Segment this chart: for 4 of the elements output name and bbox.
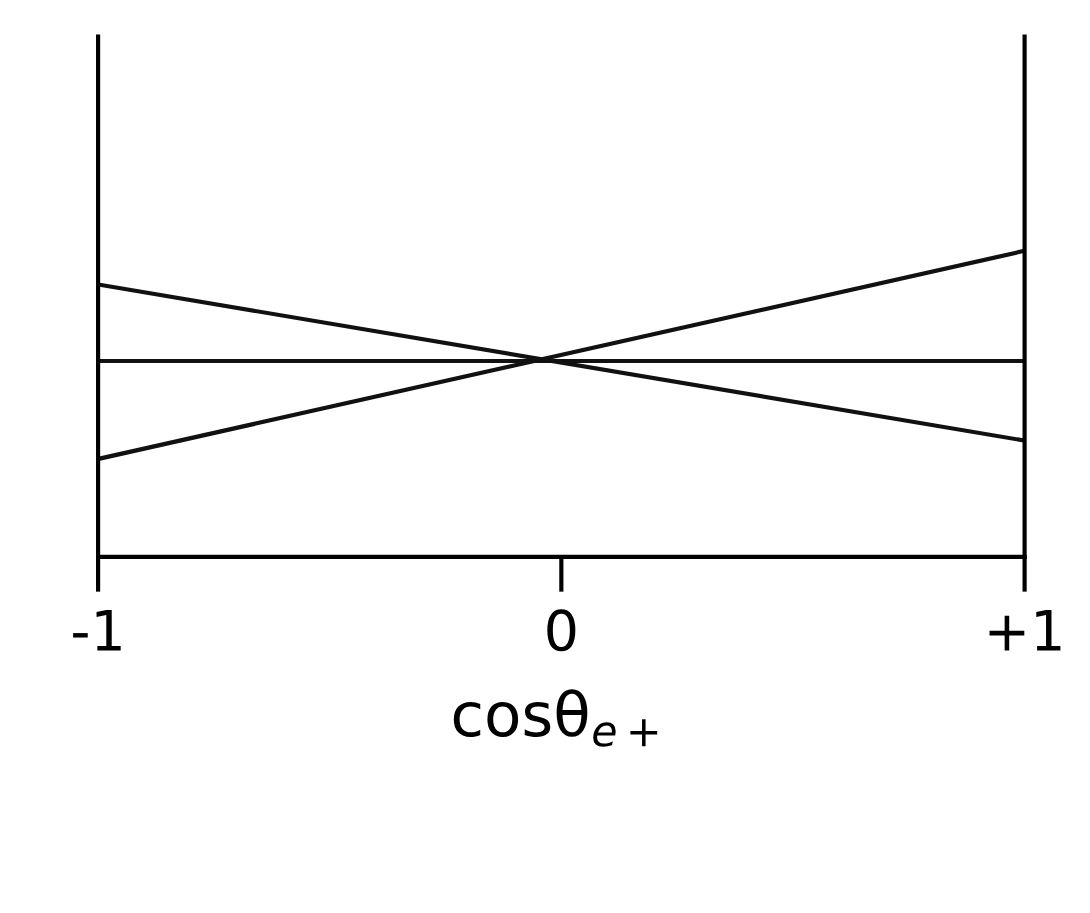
x-tick-label: +1 [989,610,1061,651]
x-axis-title: cosθ$_{e+}$ [453,689,658,747]
x-tick-label: 0 [547,609,576,652]
x-tick-label: -1 [73,610,121,651]
